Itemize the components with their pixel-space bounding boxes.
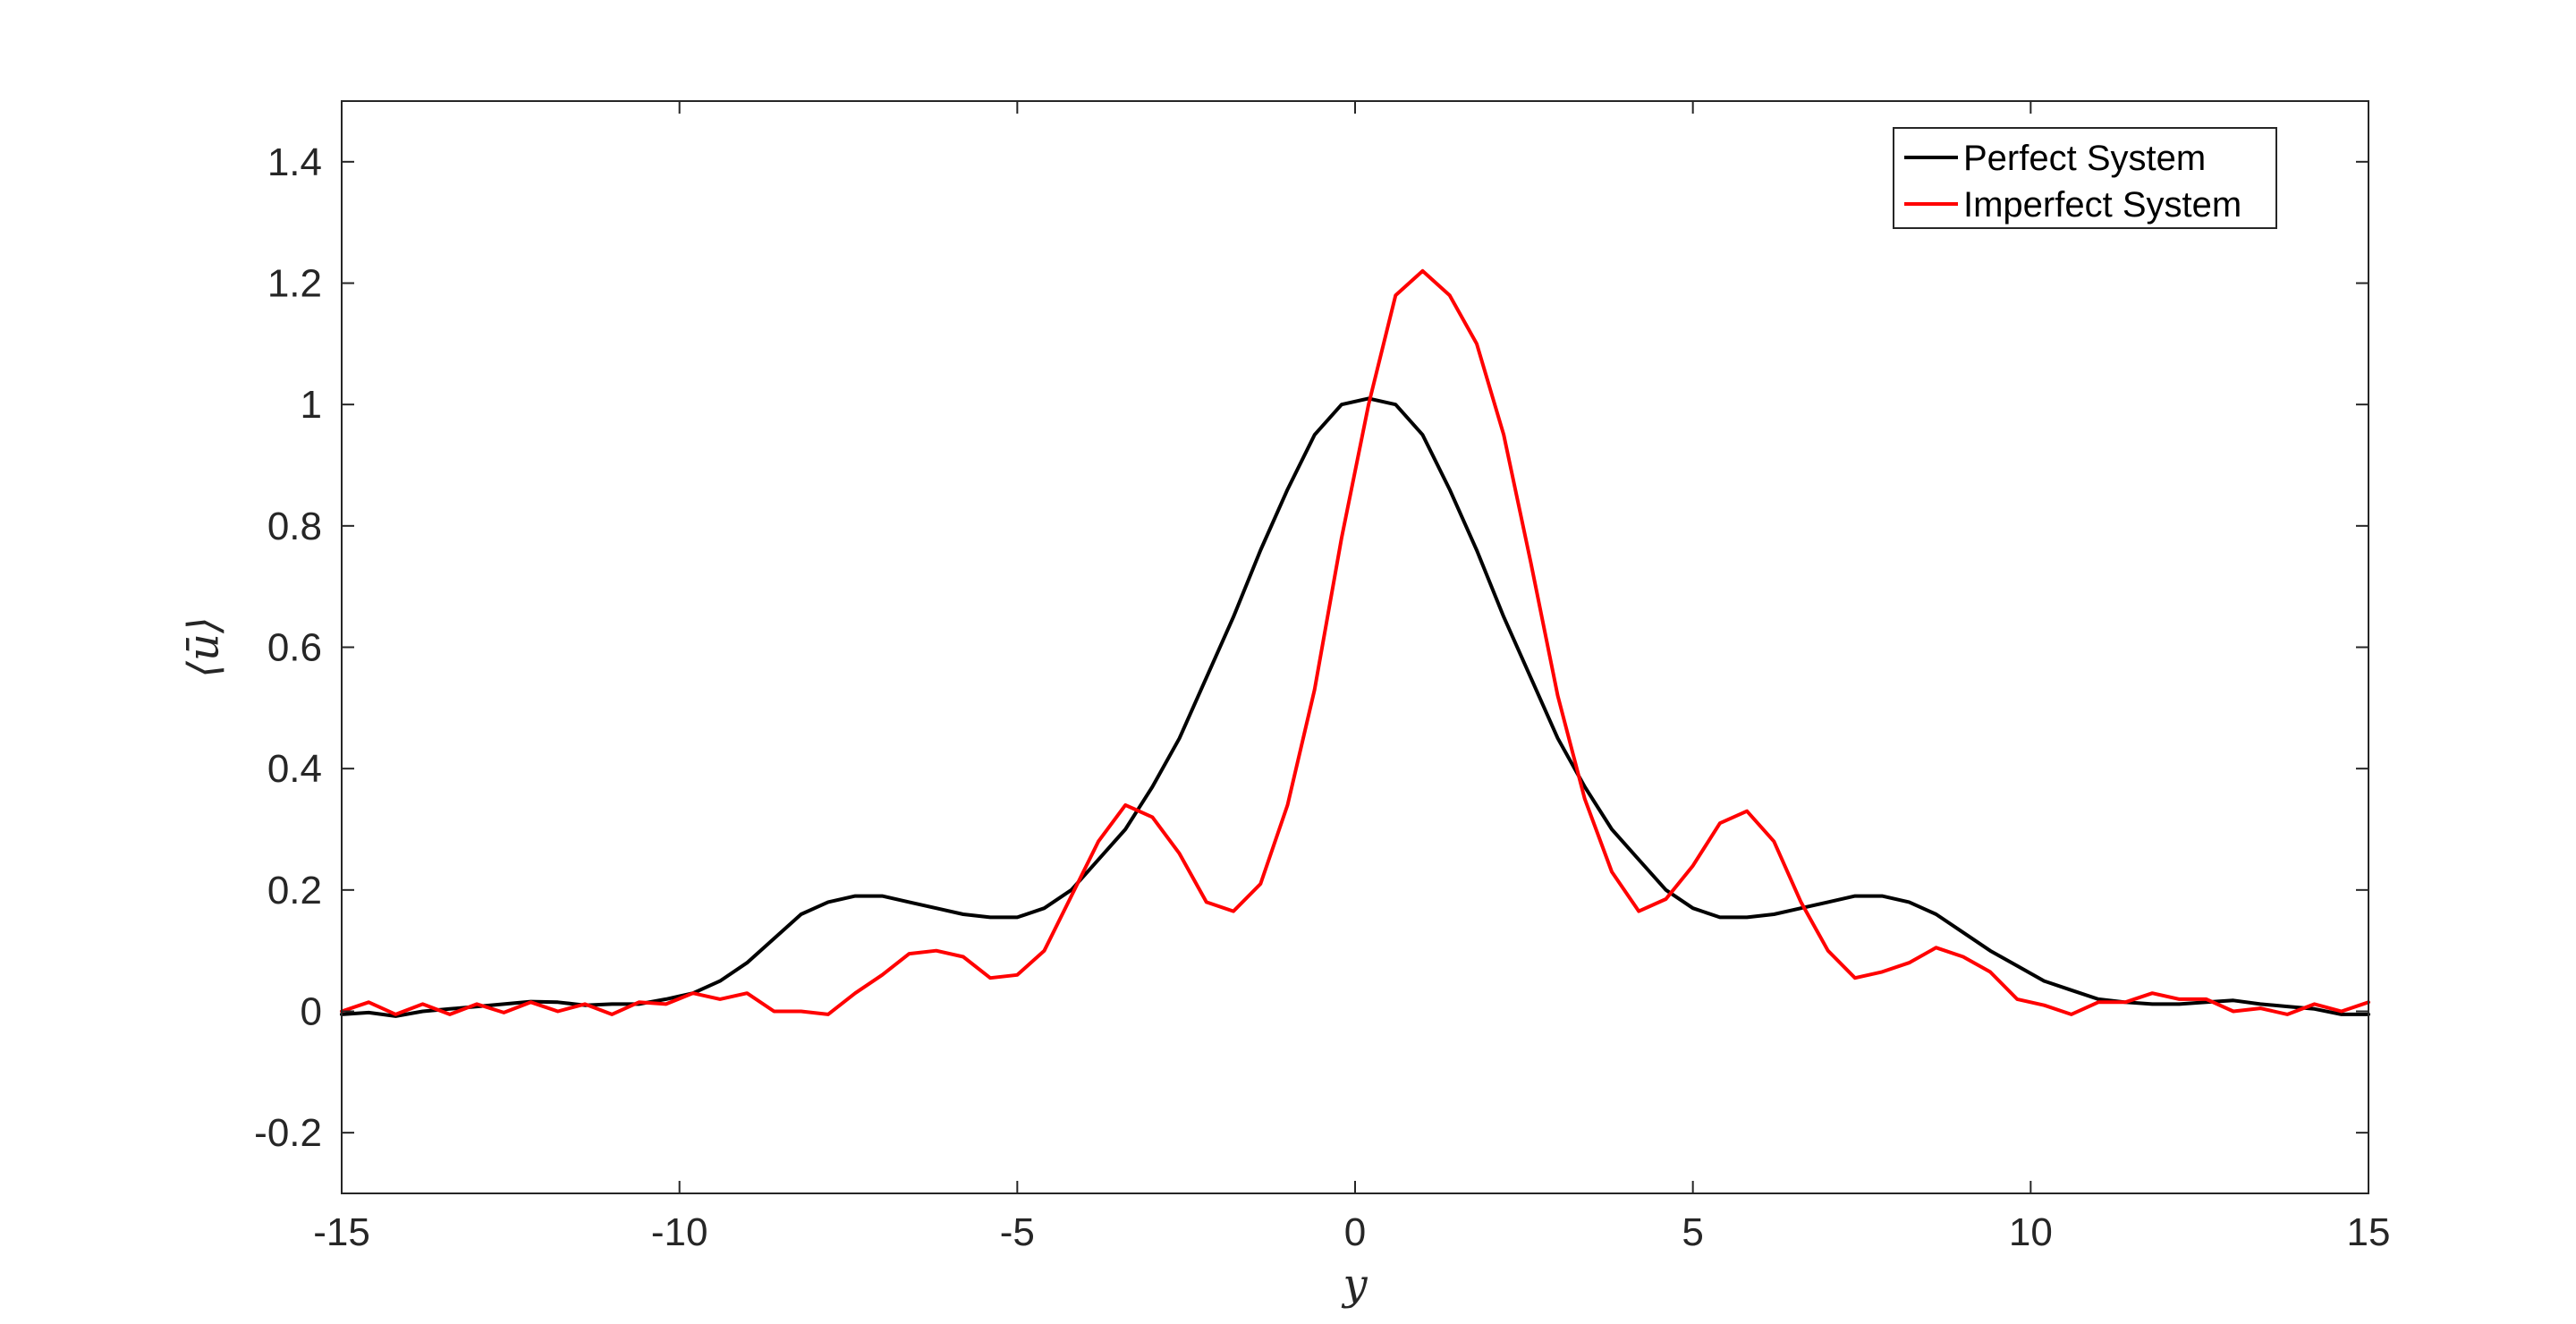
- x-tick-label: -5: [1000, 1210, 1035, 1254]
- legend: Perfect System Imperfect System: [1893, 127, 2277, 229]
- tick-labels-layer: -15 -10 -5 0 5 10 15 -0.2 0 0.2 0.4 0.6 0.8 1 1.2 1.4: [254, 140, 2390, 1254]
- legend-entry-label: Perfect System: [1963, 139, 2206, 178]
- y-axis-label: ⟨ū⟩: [179, 616, 229, 677]
- x-tick-label: 15: [2347, 1210, 2391, 1254]
- x-tick-label: 5: [1682, 1210, 1703, 1254]
- legend-entry-label: Imperfect System: [1963, 185, 2241, 225]
- x-tick-label: -10: [651, 1210, 708, 1254]
- series-line-perfect-system: [340, 396, 2370, 1018]
- y-tick-label: 1.4: [267, 140, 322, 184]
- x-axis-label: y: [1341, 1260, 1368, 1310]
- legend-box: [1893, 127, 2277, 229]
- x-tick-label: -15: [313, 1210, 370, 1254]
- y-tick-label: 0.8: [267, 505, 322, 548]
- y-tick-label: -0.2: [254, 1111, 322, 1155]
- y-tick-label: 0.6: [267, 626, 322, 670]
- series-line-imperfect-system: [340, 268, 2370, 1016]
- y-tick-label: 0.4: [267, 747, 322, 791]
- y-tick-label: 1: [301, 383, 322, 427]
- ticks-layer: [341, 101, 2369, 1193]
- plot-area: [342, 101, 2368, 1193]
- x-tick-label: 10: [2009, 1210, 2053, 1254]
- y-tick-label: 1.2: [267, 262, 322, 306]
- y-tick-label: 0: [301, 990, 322, 1034]
- x-tick-label: 0: [1344, 1210, 1366, 1254]
- y-tick-label: 0.2: [267, 869, 322, 912]
- series-layer: [340, 268, 2370, 1018]
